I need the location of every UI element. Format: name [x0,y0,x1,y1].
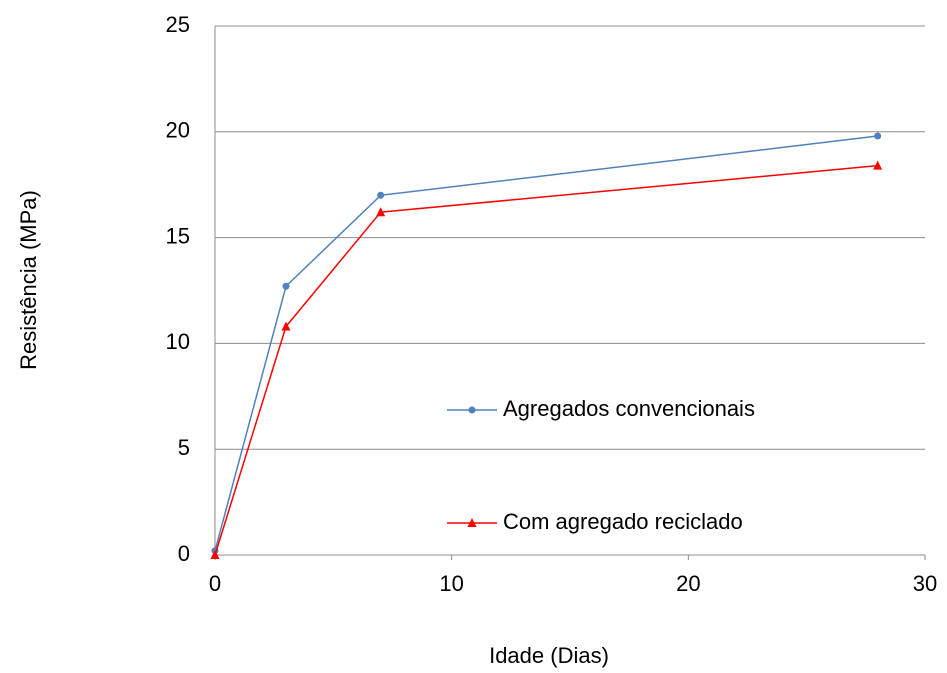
data-point [281,321,291,331]
data-point [874,132,882,140]
y-tick-label: 25 [166,12,190,37]
y-tick-label: 10 [166,329,190,354]
y-tick-label: 15 [166,223,190,248]
y-tick-label: 0 [178,541,190,566]
legend-marker [467,518,477,527]
data-point [282,282,290,290]
legend-label: Com agregado reciclado [503,509,743,534]
data-point [376,207,386,217]
data-point [873,160,883,170]
legend-marker [468,406,476,414]
data-point [377,191,385,199]
x-tick-label: 20 [676,571,700,596]
legend-label: Agregados convencionais [503,396,755,421]
x-tick-label: 10 [439,571,463,596]
y-tick-label: 5 [178,435,190,460]
x-axis-label: Idade (Dias) [489,643,609,668]
data-point [210,550,220,559]
x-tick-label: 0 [209,571,221,596]
series-line [214,164,878,556]
y-tick-label: 20 [166,118,190,143]
x-tick-label: 30 [913,571,937,596]
y-axis-label: Resistência (MPa) [16,190,41,370]
series-line [214,135,878,551]
